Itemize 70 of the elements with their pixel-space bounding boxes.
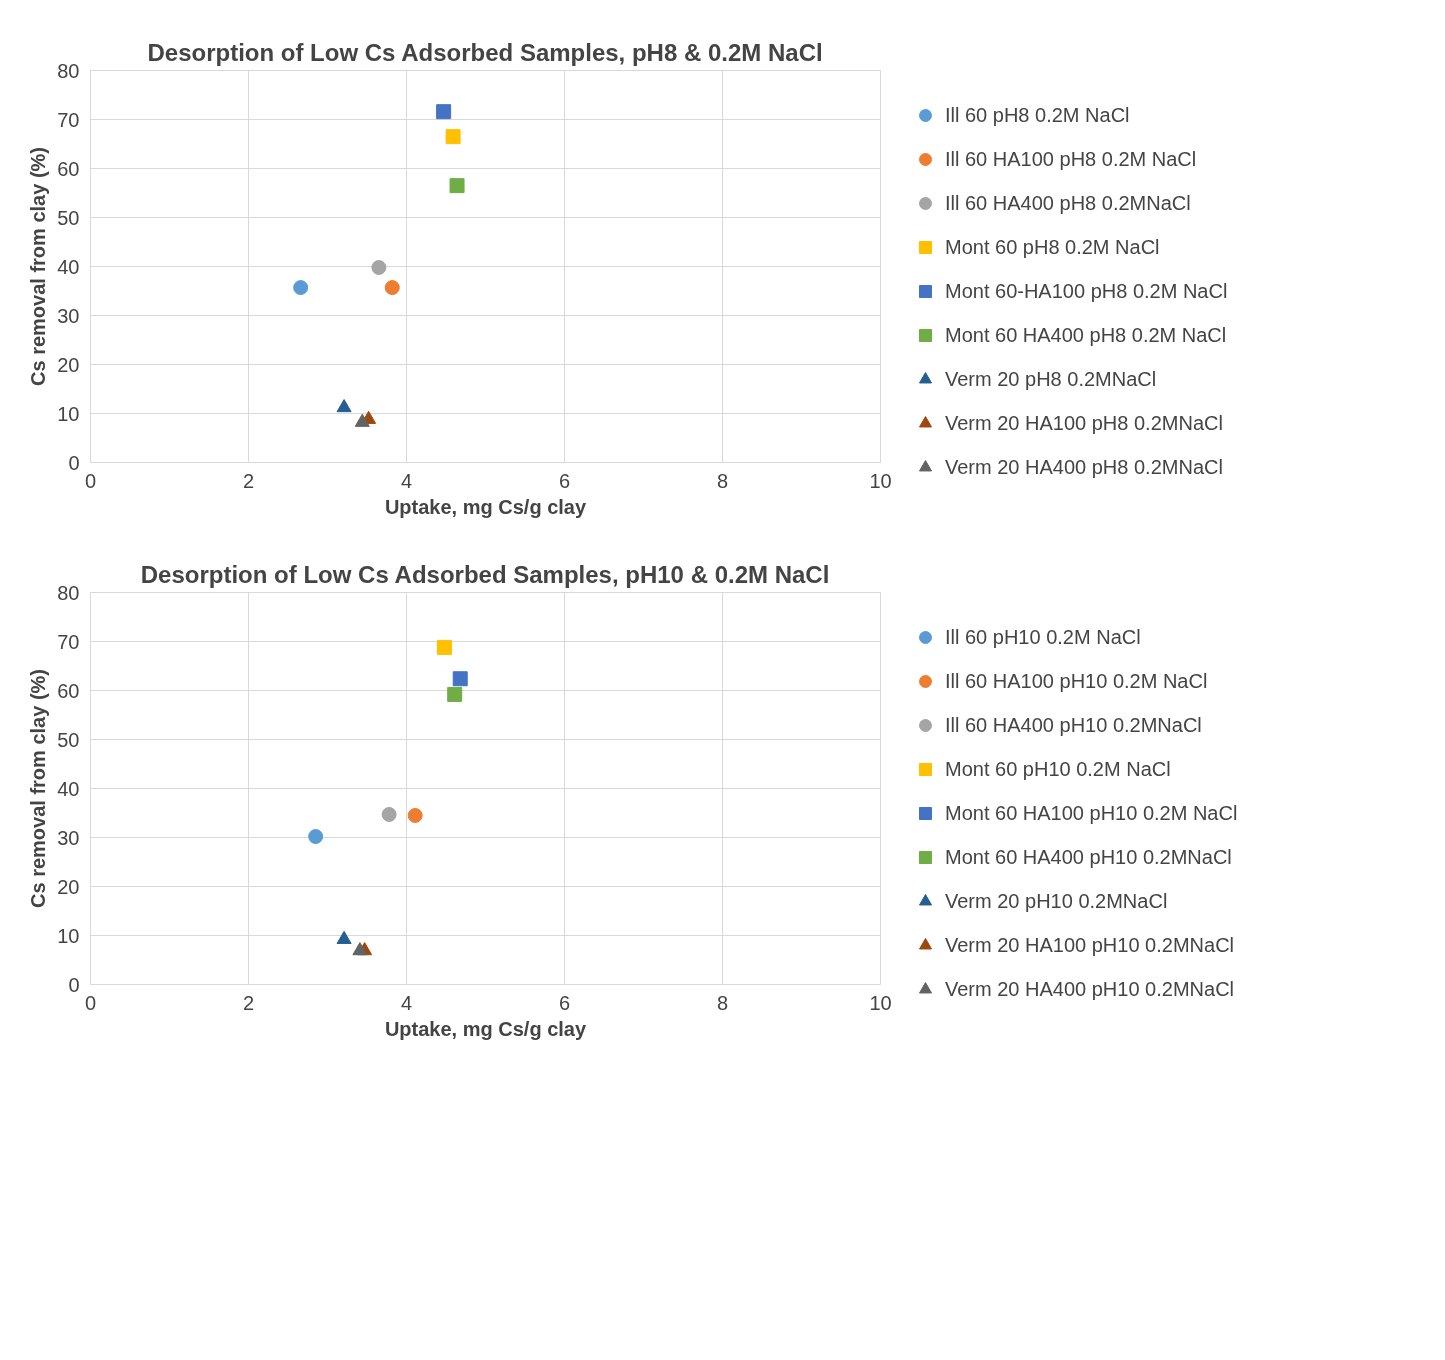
y-tick-label: 80 <box>57 581 80 604</box>
legend-label: Verm 20 HA400 pH8 0.2MNaCl <box>945 455 1223 479</box>
chart-title: Desorption of Low Cs Adsorbed Samples, pH10 & 0.2M NaCl <box>140 560 830 588</box>
point <box>293 280 309 296</box>
legend-label: Ill 60 pH8 0.2M NaCl <box>945 103 1130 127</box>
legend-label: Verm 20 HA100 pH10 0.2MNaCl <box>945 933 1235 957</box>
point <box>436 104 452 120</box>
x-tick-label: 8 <box>716 991 729 1014</box>
y-tick-label: 70 <box>57 108 80 131</box>
legend-label: Verm 20 HA400 pH10 0.2MNaCl <box>945 977 1235 1001</box>
point <box>336 930 352 944</box>
point <box>381 806 397 822</box>
y-tick-label: 40 <box>57 777 80 800</box>
chart-title: Desorption of Low Cs Adsorbed Samples, pH8 & 0.2M NaCl <box>147 38 823 66</box>
x-tick-label: 0 <box>84 991 97 1014</box>
y-tick-label: 50 <box>57 206 80 229</box>
point <box>352 942 368 956</box>
legend-label: Mont 60 pH8 0.2M NaCl <box>945 235 1160 259</box>
y-tick-label: 10 <box>57 924 80 947</box>
point <box>384 280 400 296</box>
y-tick-label: 10 <box>57 402 80 425</box>
point <box>308 829 324 845</box>
x-tick-label: 8 <box>716 469 729 492</box>
legend-label: Ill 60 HA100 pH8 0.2M NaCl <box>945 147 1197 171</box>
point <box>354 413 370 427</box>
legend-label: Verm 20 pH10 0.2MNaCl <box>945 889 1168 913</box>
y-axis-title: Cs removal from clay (%) <box>27 147 50 386</box>
point <box>371 259 387 275</box>
x-tick-label: 6 <box>558 991 571 1014</box>
point <box>445 129 461 145</box>
y-tick-label: 70 <box>57 630 80 653</box>
legend-label: Mont 60 HA400 pH10 0.2MNaCl <box>945 845 1232 869</box>
y-tick-label: 50 <box>57 728 80 751</box>
legend-label: Mont 60 HA100 pH10 0.2M NaCl <box>945 801 1238 825</box>
x-tick-label: 4 <box>400 991 413 1014</box>
y-tick-label: 0 <box>68 451 80 474</box>
legend-label: Verm 20 HA100 pH8 0.2MNaCl <box>945 411 1223 435</box>
point <box>447 686 463 702</box>
y-tick-label: 60 <box>57 679 80 702</box>
x-axis-title: Uptake, mg Cs/g clay <box>384 1017 587 1040</box>
legend-label: Mont 60 HA400 pH8 0.2M NaCl <box>945 323 1227 347</box>
y-tick-label: 80 <box>57 59 80 82</box>
legend-label: Ill 60 pH10 0.2M NaCl <box>945 625 1141 649</box>
x-tick-label: 0 <box>84 469 97 492</box>
y-tick-label: 40 <box>57 255 80 278</box>
x-tick-label: 10 <box>869 991 892 1014</box>
y-tick-label: 20 <box>57 353 80 376</box>
point <box>452 671 468 687</box>
point <box>407 807 423 823</box>
x-tick-label: 10 <box>869 469 892 492</box>
x-tick-label: 4 <box>400 469 413 492</box>
legend-label: Mont 60-HA100 pH8 0.2M NaCl <box>945 279 1228 303</box>
x-tick-label: 6 <box>558 469 571 492</box>
legend-label: Verm 20 pH8 0.2MNaCl <box>945 367 1157 391</box>
y-tick-label: 20 <box>57 875 80 898</box>
y-tick-label: 30 <box>57 304 80 327</box>
legend-label: Ill 60 HA100 pH10 0.2M NaCl <box>945 669 1208 693</box>
point <box>336 399 352 413</box>
legend-label: Mont 60 pH10 0.2M NaCl <box>945 757 1171 781</box>
point <box>436 639 452 655</box>
y-axis-title: Cs removal from clay (%) <box>27 669 50 908</box>
y-tick-label: 0 <box>68 973 80 996</box>
x-tick-label: 2 <box>242 991 255 1014</box>
x-axis-title: Uptake, mg Cs/g clay <box>384 495 587 518</box>
y-tick-label: 60 <box>57 157 80 180</box>
point <box>449 178 465 194</box>
x-tick-label: 2 <box>242 469 255 492</box>
y-tick-label: 30 <box>57 826 80 849</box>
legend-label: Ill 60 HA400 pH10 0.2MNaCl <box>945 713 1202 737</box>
legend-label: Ill 60 HA400 pH8 0.2MNaCl <box>945 191 1191 215</box>
